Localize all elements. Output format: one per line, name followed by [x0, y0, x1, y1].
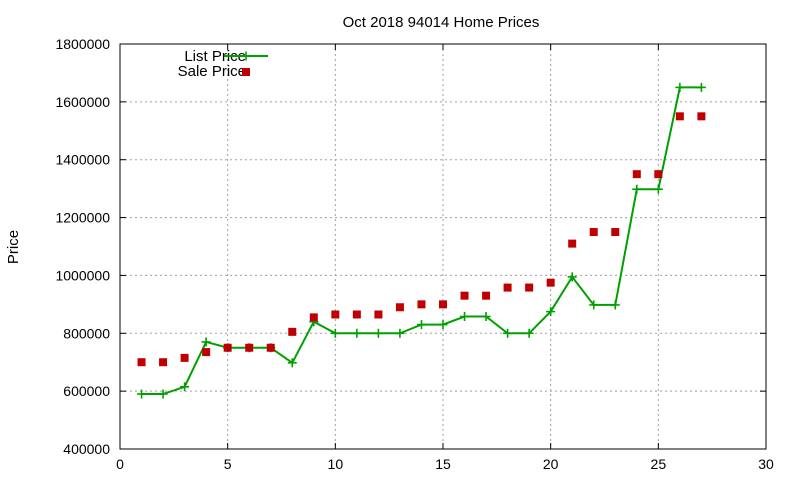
data-point-list-price [137, 389, 147, 399]
data-point-list-price [438, 320, 448, 330]
data-point-list-price [373, 328, 383, 338]
data-point-sale-price [202, 348, 211, 357]
x-tick-label: 20 [543, 456, 559, 472]
data-point-list-price [287, 358, 297, 368]
series-list-price [137, 82, 706, 399]
data-point-sale-price [482, 291, 491, 300]
data-point-sale-price [525, 283, 534, 292]
data-point-sale-price [460, 291, 469, 300]
y-tick-label: 1800000 [55, 36, 110, 52]
data-point-sale-price [223, 343, 232, 352]
data-point-list-price [546, 307, 556, 317]
data-point-list-price [180, 382, 190, 392]
y-tick-label: 1000000 [55, 267, 110, 283]
data-series [137, 82, 706, 399]
data-point-list-price [158, 389, 168, 399]
data-point-sale-price [395, 303, 404, 312]
data-point-list-price [524, 328, 534, 338]
data-point-sale-price [417, 300, 426, 309]
legend-marker-list-price [241, 51, 251, 61]
data-point-sale-price [439, 300, 447, 309]
data-point-sale-price [159, 358, 168, 367]
grid-lines [120, 44, 766, 449]
data-point-list-price [201, 337, 211, 347]
data-point-sale-price [288, 327, 297, 336]
legend-label-list-price: List Price [184, 48, 246, 65]
data-point-sale-price [632, 170, 641, 179]
data-point-list-price [589, 300, 599, 310]
data-point-sale-price [589, 228, 598, 237]
data-point-sale-price [654, 170, 663, 179]
x-tick-label: 15 [435, 456, 451, 472]
data-point-list-price [610, 300, 620, 310]
data-point-list-price [330, 328, 340, 338]
x-tick-label: 10 [328, 456, 344, 472]
y-tick-label: 600000 [63, 383, 110, 399]
data-point-list-price [632, 184, 642, 194]
data-point-sale-price [568, 239, 577, 248]
data-point-sale-price [503, 283, 512, 292]
x-tick-label: 0 [116, 456, 124, 472]
data-point-sale-price [352, 310, 361, 319]
data-point-list-price [352, 328, 362, 338]
data-point-list-price [696, 82, 706, 92]
data-point-sale-price [546, 278, 555, 287]
data-point-list-price [416, 320, 426, 330]
y-tick-label: 1400000 [55, 152, 110, 168]
data-point-list-price [675, 82, 685, 92]
x-tick-label: 5 [224, 456, 232, 472]
data-point-list-price [481, 312, 491, 322]
data-point-sale-price [374, 310, 383, 319]
data-point-sale-price [137, 358, 146, 367]
data-point-sale-price [331, 310, 340, 319]
legend-label-sale-price: Sale Price [178, 63, 246, 80]
data-point-sale-price [245, 343, 254, 352]
y-tick-label: 1600000 [55, 94, 110, 110]
y-tick-label: 400000 [63, 441, 110, 457]
data-point-sale-price [697, 112, 706, 121]
data-point-list-price [503, 328, 513, 338]
x-tick-label: 30 [758, 456, 774, 472]
data-point-list-price [395, 328, 405, 338]
y-tick-label: 800000 [63, 325, 110, 341]
data-point-sale-price [611, 228, 620, 237]
axes: 0 5 10 15 20 25 30 400000 600000 800000 1000000 120… [55, 36, 774, 472]
legend-marker-sale-price [242, 68, 250, 76]
y-axis-label: Price [5, 230, 22, 264]
data-point-list-price [653, 184, 663, 194]
legend: List Price Sale Price [178, 48, 268, 80]
y-tick-label: 1200000 [55, 210, 110, 226]
data-point-sale-price [180, 353, 189, 362]
chart-title: Oct 2018 94014 Home Prices [343, 14, 540, 31]
data-point-sale-price [675, 112, 684, 121]
series-sale-price [137, 112, 706, 367]
data-point-list-price [460, 312, 470, 322]
data-point-list-price [567, 272, 577, 282]
data-point-sale-price [309, 313, 318, 322]
data-point-sale-price [266, 343, 275, 352]
x-tick-label: 25 [651, 456, 667, 472]
